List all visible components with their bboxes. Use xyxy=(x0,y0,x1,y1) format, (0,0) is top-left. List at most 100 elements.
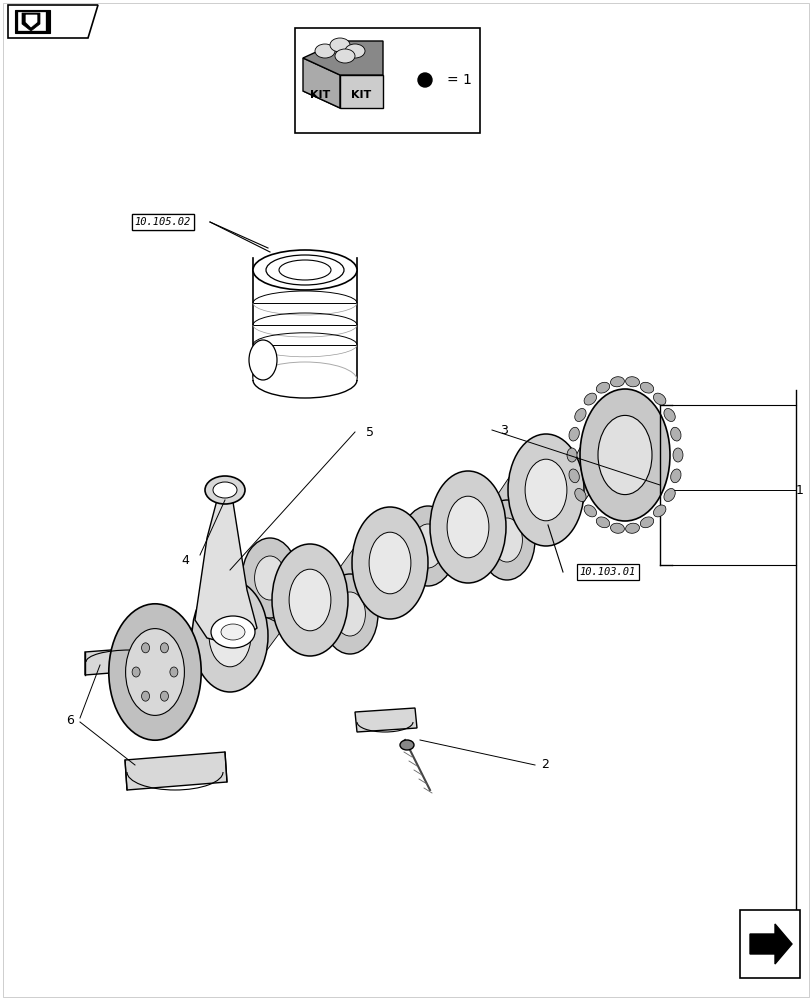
Ellipse shape xyxy=(574,409,586,421)
Ellipse shape xyxy=(400,740,414,750)
Ellipse shape xyxy=(595,382,609,393)
Ellipse shape xyxy=(266,255,344,285)
Polygon shape xyxy=(340,75,383,108)
Ellipse shape xyxy=(334,592,365,636)
Ellipse shape xyxy=(595,517,609,528)
Ellipse shape xyxy=(315,44,335,58)
Polygon shape xyxy=(18,12,45,30)
Ellipse shape xyxy=(191,580,268,692)
Ellipse shape xyxy=(597,415,651,495)
Polygon shape xyxy=(85,645,175,675)
Ellipse shape xyxy=(161,691,168,701)
Text: 5: 5 xyxy=(366,426,374,438)
Ellipse shape xyxy=(253,250,357,290)
Ellipse shape xyxy=(672,448,682,462)
Ellipse shape xyxy=(322,574,378,654)
Polygon shape xyxy=(303,41,383,75)
Text: 6: 6 xyxy=(66,714,74,726)
Text: 4: 4 xyxy=(181,554,189,566)
Polygon shape xyxy=(303,58,340,108)
Ellipse shape xyxy=(624,377,639,387)
Bar xyxy=(739,910,799,978)
Polygon shape xyxy=(125,752,227,790)
Ellipse shape xyxy=(249,340,277,380)
Ellipse shape xyxy=(161,643,168,653)
Polygon shape xyxy=(493,474,556,554)
Polygon shape xyxy=(337,548,401,628)
Ellipse shape xyxy=(491,518,521,562)
Ellipse shape xyxy=(569,469,578,483)
Ellipse shape xyxy=(242,538,298,618)
Polygon shape xyxy=(251,590,326,626)
Text: 10.103.01: 10.103.01 xyxy=(579,567,635,577)
Polygon shape xyxy=(217,565,282,633)
Ellipse shape xyxy=(211,616,255,648)
Polygon shape xyxy=(354,708,417,732)
Ellipse shape xyxy=(126,629,184,715)
Polygon shape xyxy=(15,10,50,33)
Polygon shape xyxy=(416,499,441,591)
Ellipse shape xyxy=(569,427,578,441)
Polygon shape xyxy=(256,572,283,664)
Ellipse shape xyxy=(653,505,665,517)
Ellipse shape xyxy=(141,643,149,653)
Polygon shape xyxy=(195,500,257,645)
Ellipse shape xyxy=(109,604,201,740)
Ellipse shape xyxy=(131,638,178,706)
Ellipse shape xyxy=(209,605,251,667)
Text: KIT: KIT xyxy=(310,90,330,100)
Ellipse shape xyxy=(670,469,680,483)
Text: KIT: KIT xyxy=(350,90,371,100)
Ellipse shape xyxy=(369,532,410,594)
Ellipse shape xyxy=(215,483,234,497)
Ellipse shape xyxy=(221,624,245,640)
Ellipse shape xyxy=(640,517,653,528)
Ellipse shape xyxy=(212,482,237,498)
Ellipse shape xyxy=(610,523,624,533)
Ellipse shape xyxy=(663,409,675,421)
Ellipse shape xyxy=(412,524,443,568)
Ellipse shape xyxy=(566,448,577,462)
Ellipse shape xyxy=(204,476,245,504)
Ellipse shape xyxy=(430,471,505,583)
Ellipse shape xyxy=(478,500,534,580)
Polygon shape xyxy=(293,591,367,621)
Text: 1: 1 xyxy=(795,484,803,496)
Polygon shape xyxy=(749,924,791,964)
Ellipse shape xyxy=(610,377,624,387)
Ellipse shape xyxy=(579,389,669,521)
Ellipse shape xyxy=(640,382,653,393)
Ellipse shape xyxy=(525,459,566,521)
Polygon shape xyxy=(450,520,523,546)
Ellipse shape xyxy=(169,667,178,677)
Ellipse shape xyxy=(141,691,149,701)
Polygon shape xyxy=(8,5,98,38)
Ellipse shape xyxy=(289,569,331,631)
Ellipse shape xyxy=(624,523,639,533)
Polygon shape xyxy=(303,91,383,108)
Text: 10.105.02: 10.105.02 xyxy=(135,217,191,227)
Ellipse shape xyxy=(653,393,665,405)
Text: 3: 3 xyxy=(500,424,508,436)
Polygon shape xyxy=(337,535,363,628)
Ellipse shape xyxy=(663,489,675,501)
Polygon shape xyxy=(572,422,593,518)
Ellipse shape xyxy=(670,427,680,441)
Text: 10.105.02: 10.105.02 xyxy=(135,217,191,227)
Ellipse shape xyxy=(418,73,431,87)
Ellipse shape xyxy=(583,393,596,405)
Ellipse shape xyxy=(574,489,586,501)
Ellipse shape xyxy=(583,505,596,517)
Text: = 1: = 1 xyxy=(446,73,471,87)
Ellipse shape xyxy=(335,49,354,63)
Ellipse shape xyxy=(345,44,365,58)
Polygon shape xyxy=(26,15,37,27)
Polygon shape xyxy=(410,518,483,554)
Polygon shape xyxy=(494,462,519,555)
Ellipse shape xyxy=(329,38,350,52)
Polygon shape xyxy=(22,13,40,31)
Ellipse shape xyxy=(508,434,583,546)
Ellipse shape xyxy=(255,556,285,600)
Ellipse shape xyxy=(113,610,197,734)
Ellipse shape xyxy=(272,544,348,656)
